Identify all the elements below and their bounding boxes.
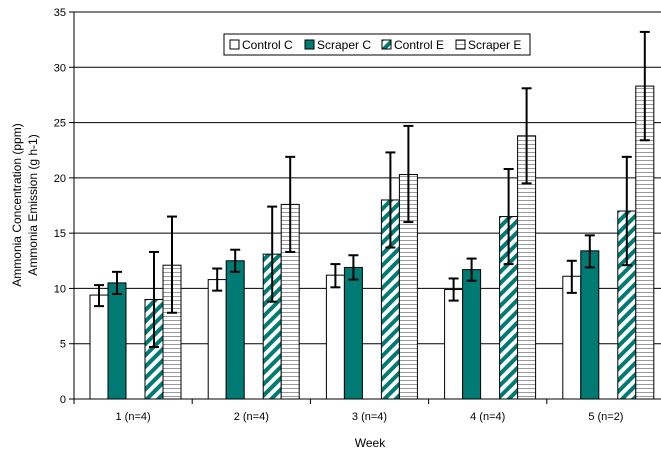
legend: Control C Scraper C Control E Scraper E [223, 33, 531, 56]
y-tick-label: 10 [54, 283, 66, 295]
bar-0-3 [444, 289, 464, 400]
bar-1-3 [462, 269, 482, 400]
bar-0-0 [89, 294, 109, 400]
x-axis-title: Week [355, 436, 386, 450]
error-bars [94, 30, 650, 349]
legend-swatch [455, 39, 466, 50]
legend-swatch [229, 39, 240, 50]
legend-label: Scraper E [468, 38, 521, 52]
legend-label: Control E [394, 38, 444, 52]
y-tick-label: 15 [54, 228, 66, 240]
y-tick-label: 35 [54, 7, 66, 19]
x-tick-labels: 1 (n=4) 2 (n=4) 3 (n=4) 4 (n=4) 5 (n=2) [73, 399, 623, 423]
y-tick-label: 25 [54, 118, 66, 130]
bar-0-2 [325, 274, 345, 400]
x-tick-label: 2 (n=4) [234, 411, 269, 423]
bar-1-2 [343, 266, 363, 400]
y-tick-labels: 0 5 10 15 20 25 30 35 [54, 7, 74, 406]
legend-box [223, 33, 531, 56]
y-tick-label: 5 [60, 339, 66, 351]
bar-1-0 [107, 282, 127, 400]
y-tick-label: 0 [60, 394, 66, 406]
axes [73, 12, 661, 400]
y-tick-label: 20 [54, 173, 66, 185]
legend-label: Scraper C [317, 38, 371, 52]
x-tick-label: 5 (n=2) [588, 411, 623, 423]
x-tick-label: 3 (n=4) [352, 411, 387, 423]
x-tick-label: 1 (n=4) [116, 411, 151, 423]
x-tick-label: 4 (n=4) [470, 411, 505, 423]
bar-1-4 [580, 250, 600, 400]
y-tick-label: 30 [54, 62, 66, 74]
bar-0-1 [207, 279, 227, 400]
bar-0-4 [562, 275, 582, 400]
y-axis-title-line1: Ammonia Concentration (ppm) [10, 123, 24, 286]
legend-swatch [381, 39, 392, 50]
bar-1-1 [225, 260, 245, 400]
y-axis-title-line2: Ammonia Emission (g h-1) [26, 134, 40, 275]
legend-label: Control C [242, 38, 293, 52]
legend-swatch [304, 39, 315, 50]
bars [89, 85, 655, 400]
